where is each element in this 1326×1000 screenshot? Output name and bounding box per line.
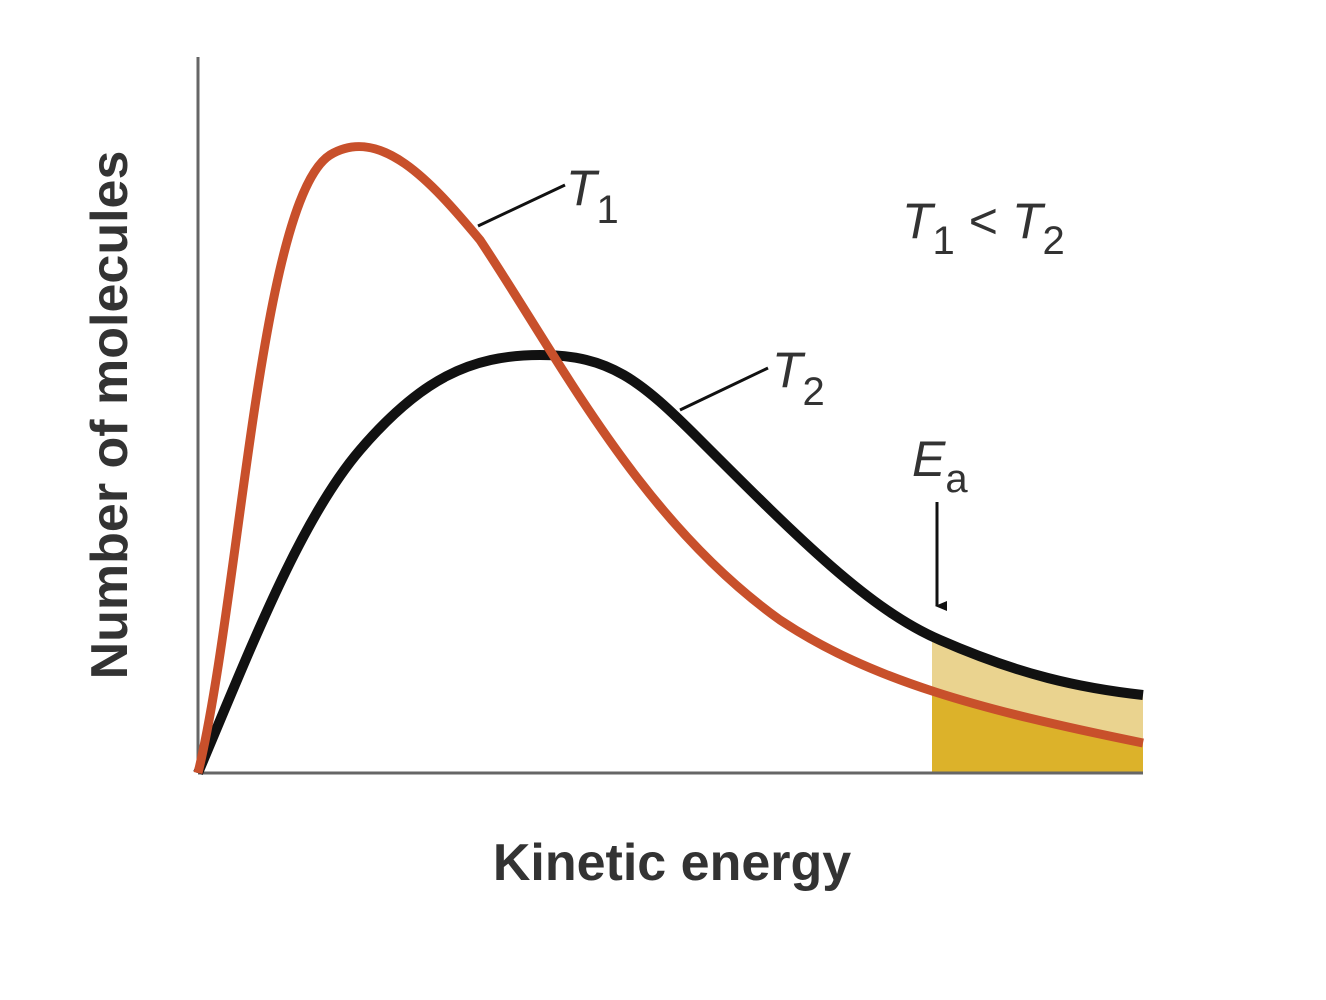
curve-label: T2 [772, 342, 825, 414]
curve-t2 [193, 349, 1144, 775]
symbol: T [1012, 193, 1046, 249]
operator: < [969, 193, 998, 249]
symbol: T [772, 342, 806, 398]
relation-label: T1 < T2 [902, 193, 1065, 263]
subscript: 2 [803, 370, 825, 414]
subscript: 1 [597, 188, 619, 232]
area-above-threshold-t1 [932, 690, 1143, 773]
symbol: E [912, 431, 946, 487]
leader-line [477, 183, 566, 228]
subscript: a [945, 457, 968, 501]
curve-t1 [193, 142, 1144, 775]
x-axis-title: Kinetic energy [493, 834, 851, 892]
curve-label: T1 [566, 160, 619, 232]
subscript: 1 [933, 219, 955, 263]
shaded-region [932, 636, 1143, 773]
symbol: T [566, 160, 600, 216]
symbol: T [902, 193, 936, 249]
leader-line [679, 366, 769, 412]
y-axis-title: Number of molecules [81, 151, 139, 680]
threshold-label: Ea [912, 431, 968, 501]
subscript: 2 [1043, 219, 1065, 263]
